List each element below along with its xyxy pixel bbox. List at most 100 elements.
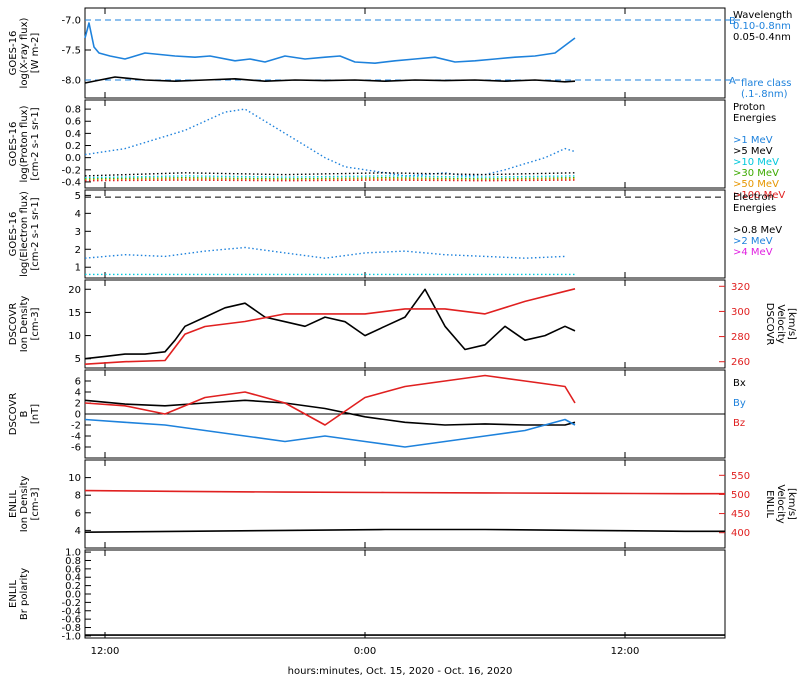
y-tick-label: -0.4 — [61, 606, 81, 617]
y-tick-label: -0.4 — [61, 177, 81, 188]
legend-title: Energies — [733, 203, 776, 214]
y-axis-label: log(X-ray flux) — [19, 17, 30, 88]
y-tick-label: 0.2 — [65, 141, 81, 152]
y-tick-label: 5 — [75, 191, 81, 202]
y-axis-label: [cm-2 s-1 sr-1] — [30, 107, 41, 180]
flare-class-label: B — [729, 16, 736, 27]
y-right-tick-label: 300 — [731, 307, 750, 318]
y-tick-label: -7.5 — [61, 46, 81, 57]
y-axis-label: Ion Density — [19, 296, 30, 353]
legend-entry: 0.10-0.8nm — [733, 21, 791, 32]
series--5-mev — [84, 172, 576, 177]
flare-class-label: A — [729, 76, 736, 87]
y-axis-label: [cm-3] — [30, 487, 41, 520]
panel-frame — [84, 7, 726, 99]
y-axis-label: GOES-16 — [8, 212, 19, 257]
legend-entry: Bz — [733, 418, 745, 429]
panel-7: 1.00.80.60.40.20.0-0.2-0.4-0.6-0.8-1.0 EN… — [8, 548, 726, 642]
series-velocity — [84, 489, 725, 495]
series-velocity — [84, 288, 576, 365]
y-axis-label: Ion Density — [19, 476, 30, 533]
series--10-mev — [84, 175, 576, 179]
y-axis-label: DSCOVR — [8, 303, 19, 346]
series-by — [84, 418, 576, 448]
y-tick-label: 0 — [75, 410, 81, 421]
y-axis-label: B — [19, 410, 30, 417]
legend-entry: >50 MeV — [733, 179, 779, 190]
y-tick-label: 10 — [68, 473, 81, 484]
y-right-axis-label: Velocity — [775, 304, 786, 343]
y-tick-label: -0.2 — [61, 165, 81, 176]
y-tick-label: 6 — [75, 508, 81, 519]
y-tick-label: -0.8 — [61, 623, 81, 634]
legend-entry: By — [733, 398, 746, 409]
y-tick-label: 15 — [68, 308, 81, 319]
y-tick-label: 2 — [75, 399, 81, 410]
series-bz — [84, 374, 576, 426]
legend-entry: >1 MeV — [733, 135, 773, 146]
y-right-axis-label: DSCOVR — [764, 303, 775, 346]
y-axis-label: log(Proton flux) — [19, 105, 30, 182]
panel-3: 5 4 3 2 1 GOES-16 log(Electron flux) [cm-2 s-1 … — [8, 189, 782, 279]
y-tick-label: 0.0 — [65, 153, 81, 164]
series-density — [84, 288, 576, 360]
panel-frame — [84, 279, 726, 369]
x-tick-label: 12:00 — [611, 646, 640, 657]
y-tick-label: -1.0 — [61, 631, 81, 642]
y-right-axis-label: [km/s] — [786, 308, 797, 340]
panel-frame — [84, 99, 726, 189]
y-right-tick-label: 280 — [731, 332, 750, 343]
y-tick-label: -8.0 — [61, 76, 81, 87]
y-axis-label: [cm-2 s-1 sr-1] — [30, 197, 41, 270]
y-tick-label: -7.0 — [61, 16, 81, 27]
y-axis-label: [nT] — [30, 404, 41, 424]
y-tick-label: -4 — [71, 432, 81, 443]
y-tick-label: 1 — [75, 263, 81, 274]
y-tick-label: -2 — [71, 421, 81, 432]
y-right-tick-label: 260 — [731, 357, 750, 368]
annotation: flare class — [741, 78, 791, 89]
series-0-05-0-4nm — [84, 76, 576, 84]
y-axis-label: GOES-16 — [8, 122, 19, 167]
y-tick-label: 4 — [75, 209, 81, 220]
x-tick-label: 0:00 — [354, 646, 376, 657]
y-tick-label: 0.6 — [65, 564, 81, 575]
y-axis-label: [W m-2] — [30, 33, 41, 74]
series--1-mev — [84, 108, 576, 177]
y-tick-label: 0.4 — [65, 573, 81, 584]
y-tick-label: 2 — [75, 245, 81, 256]
y-tick-label: 4 — [75, 526, 81, 537]
y-right-tick-label: 320 — [731, 282, 750, 293]
legend-entry: Bx — [733, 378, 746, 389]
y-axis-label: DSCOVR — [8, 393, 19, 436]
series--30-mev — [84, 176, 576, 180]
legend-title: Wavelength — [733, 10, 792, 21]
panel-2: 0.80.60.40.20.0-0.2-0.4 GOES-16 log(Proton… — [8, 99, 785, 201]
legend-entry: 0.05-0.4nm — [733, 32, 791, 43]
y-axis-label: Br polarity — [19, 568, 30, 620]
y-right-tick-label: 450 — [731, 509, 750, 520]
y-tick-label: -0.2 — [61, 598, 81, 609]
y-tick-label: 0.0 — [65, 590, 81, 601]
y-tick-label: 5 — [75, 354, 81, 365]
panel-frame — [84, 189, 726, 279]
panel-1: -7.0 -7.5 -8.0 GOES-16 log(X-ray flux) [W m-2… — [8, 7, 792, 100]
y-tick-label: -0.6 — [61, 615, 81, 626]
legend-entry: >4 MeV — [733, 247, 773, 258]
legend-entry: >5 MeV — [733, 146, 773, 157]
y-axis-label: [cm-3] — [30, 307, 41, 340]
y-right-tick-label: 500 — [731, 490, 750, 501]
y-right-axis-label: ENLIL — [764, 490, 775, 518]
y-tick-label: 1.0 — [65, 548, 81, 559]
y-tick-label: 0.4 — [65, 129, 81, 140]
series-0-10-0-8nm — [84, 22, 576, 65]
series-bx — [84, 399, 576, 426]
y-tick-label: 0.8 — [65, 556, 81, 567]
legend-entry: >0.8 MeV — [733, 225, 782, 236]
y-tick-label: 4 — [75, 388, 81, 399]
panel-frame — [84, 549, 726, 639]
legend-title: Energies — [733, 113, 776, 124]
